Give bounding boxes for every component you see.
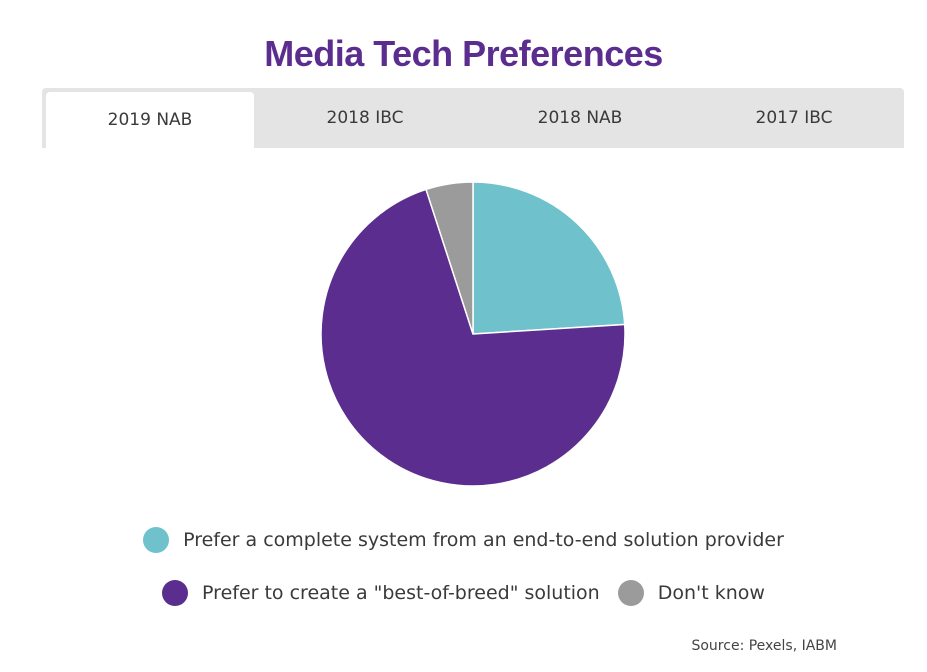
pie-slice-end-to-end[interactable] <box>472 181 626 335</box>
legend-label-best-of-breed: Prefer to create a "best-of-breed" solut… <box>202 582 600 604</box>
legend-item-best-of-breed[interactable]: Prefer to create a "best-of-breed" solut… <box>162 580 600 606</box>
source-note: Source: Pexels, IABM <box>691 638 837 654</box>
legend-label-end-to-end: Prefer a complete system from an end-to-… <box>183 529 784 551</box>
pie-slice-dont-know[interactable] <box>425 181 474 335</box>
legend-label-dont-know: Don't know <box>657 582 765 604</box>
tab-2017-ibc[interactable]: 2017 IBC <box>755 108 833 128</box>
pie-slice-best-of-breed[interactable] <box>320 188 626 487</box>
chart-title: Media Tech Preferences <box>264 33 663 74</box>
legend-item-end-to-end[interactable]: Prefer a complete system from an end-to-… <box>143 527 784 553</box>
legend-item-dont-know[interactable]: Don't know <box>617 580 765 606</box>
legend-swatch-purple-icon <box>162 580 189 606</box>
tab-2018-ibc[interactable]: 2018 IBC <box>326 108 404 128</box>
legend-swatch-teal-icon <box>143 527 170 553</box>
tab-2019-nab[interactable]: 2019 NAB <box>46 92 254 148</box>
legend-row-2: Prefer to create a "best-of-breed" solut… <box>0 580 927 606</box>
tab-bar: 2019 NAB 2018 IBC 2018 NAB 2017 IBC <box>42 88 904 148</box>
legend-row-1: Prefer a complete system from an end-to-… <box>0 527 927 553</box>
legend-swatch-gray-icon <box>617 580 644 606</box>
tab-2018-nab[interactable]: 2018 NAB <box>537 108 623 128</box>
